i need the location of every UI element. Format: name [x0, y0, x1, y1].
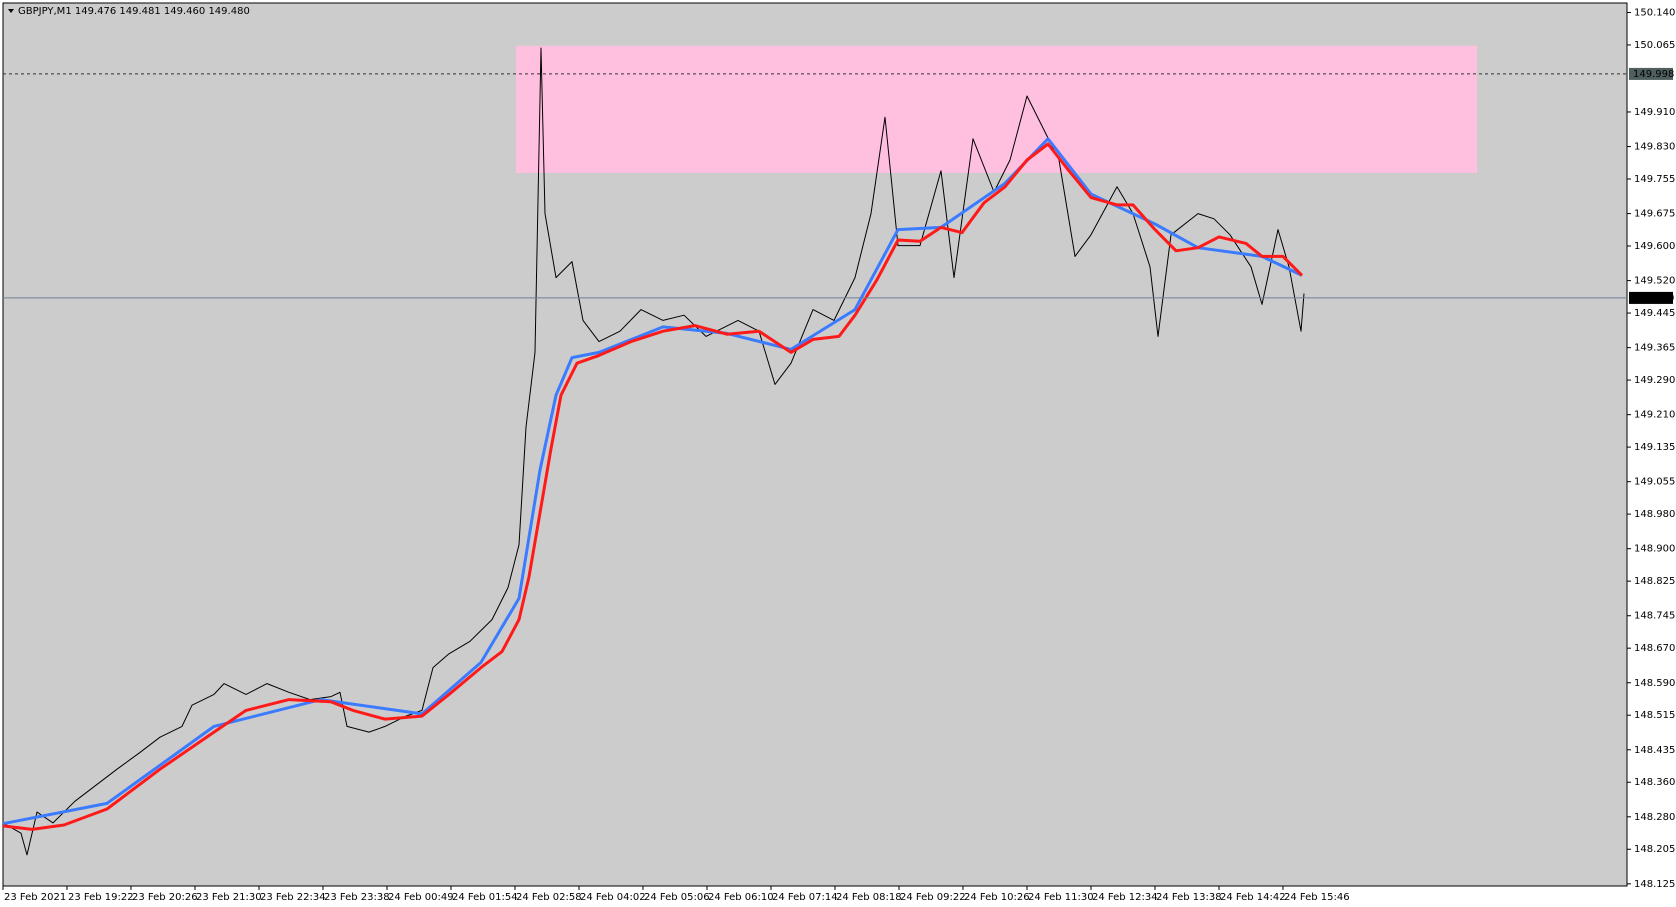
y-tick-label: 150.065 [1634, 40, 1675, 51]
y-tick-label: 148.280 [1634, 812, 1675, 823]
y-tick-label: 148.205 [1634, 844, 1675, 855]
y-tick-label: 148.670 [1634, 643, 1675, 654]
x-tick-label: 24 Feb 02:58 [516, 892, 582, 903]
y-tick-label: 148.360 [1634, 777, 1675, 788]
y-tick-label: 148.590 [1634, 678, 1675, 689]
price-level-label: 149.480 [1633, 293, 1674, 304]
y-tick-label: 148.825 [1634, 576, 1675, 587]
x-tick-label: 24 Feb 06:10 [708, 892, 774, 903]
menu-arrow[interactable] [8, 9, 14, 13]
y-tick-label: 149.055 [1634, 477, 1675, 488]
x-tick-label: 24 Feb 15:46 [1284, 892, 1350, 903]
y-tick-label: 148.125 [1634, 879, 1675, 890]
price-line [2, 47, 1305, 856]
x-tick-label: 24 Feb 11:30 [1028, 892, 1094, 903]
x-tick-label: 23 Feb 19:22 [68, 892, 134, 903]
x-tick-label: 24 Feb 00:49 [388, 892, 454, 903]
x-tick-label: 24 Feb 01:54 [452, 892, 518, 903]
y-tick-label: 149.445 [1634, 308, 1675, 319]
y-tick-label: 149.520 [1634, 276, 1675, 287]
y-tick-label: 148.900 [1634, 544, 1675, 555]
x-tick-label: 24 Feb 10:26 [964, 892, 1030, 903]
y-tick-label: 149.755 [1634, 174, 1675, 185]
chart-title: GBPJPY,M1 149.476 149.481 149.460 149.48… [18, 6, 250, 17]
y-tick-label: 149.675 [1634, 209, 1675, 220]
x-tick-label: 24 Feb 04:02 [580, 892, 646, 903]
price-level-label: 149.998 [1633, 69, 1674, 80]
x-tick-label: 24 Feb 14:42 [1220, 892, 1286, 903]
plot-area [2, 2, 1628, 887]
x-tick-label: 24 Feb 12:34 [1092, 892, 1158, 903]
x-tick-label: 23 Feb 2021 [4, 892, 66, 903]
x-tick-label: 24 Feb 13:38 [1156, 892, 1222, 903]
x-tick-label: 24 Feb 05:06 [644, 892, 710, 903]
y-tick-label: 149.830 [1634, 142, 1675, 153]
x-tick-label: 24 Feb 09:22 [900, 892, 966, 903]
y-tick-label: 149.135 [1634, 442, 1675, 453]
price-line [2, 142, 1304, 831]
y-tick-label: 149.910 [1634, 107, 1675, 118]
zone [516, 45, 1477, 173]
x-tick-label: 24 Feb 08:18 [836, 892, 902, 903]
y-tick-label: 149.600 [1634, 241, 1675, 252]
x-tick-label: 24 Feb 07:14 [772, 892, 838, 903]
price-level-tag [1629, 67, 1673, 80]
y-tick-label: 148.980 [1634, 509, 1675, 520]
x-tick-label: 23 Feb 23:38 [324, 892, 390, 903]
y-tick-label: 148.435 [1634, 745, 1675, 756]
x-tick-label: 23 Feb 20:26 [132, 892, 198, 903]
y-tick-label: 148.515 [1634, 710, 1675, 721]
x-tick-label: 23 Feb 21:30 [196, 892, 262, 903]
y-tick-label: 150.140 [1634, 8, 1675, 19]
y-tick-label: 149.290 [1634, 375, 1675, 386]
price-level-tag [1629, 291, 1673, 304]
x-tick-label: 23 Feb 22:34 [260, 892, 326, 903]
y-tick-label: 149.365 [1634, 343, 1675, 354]
y-tick-label: 148.745 [1634, 611, 1675, 622]
y-tick-label: 149.210 [1634, 410, 1675, 421]
